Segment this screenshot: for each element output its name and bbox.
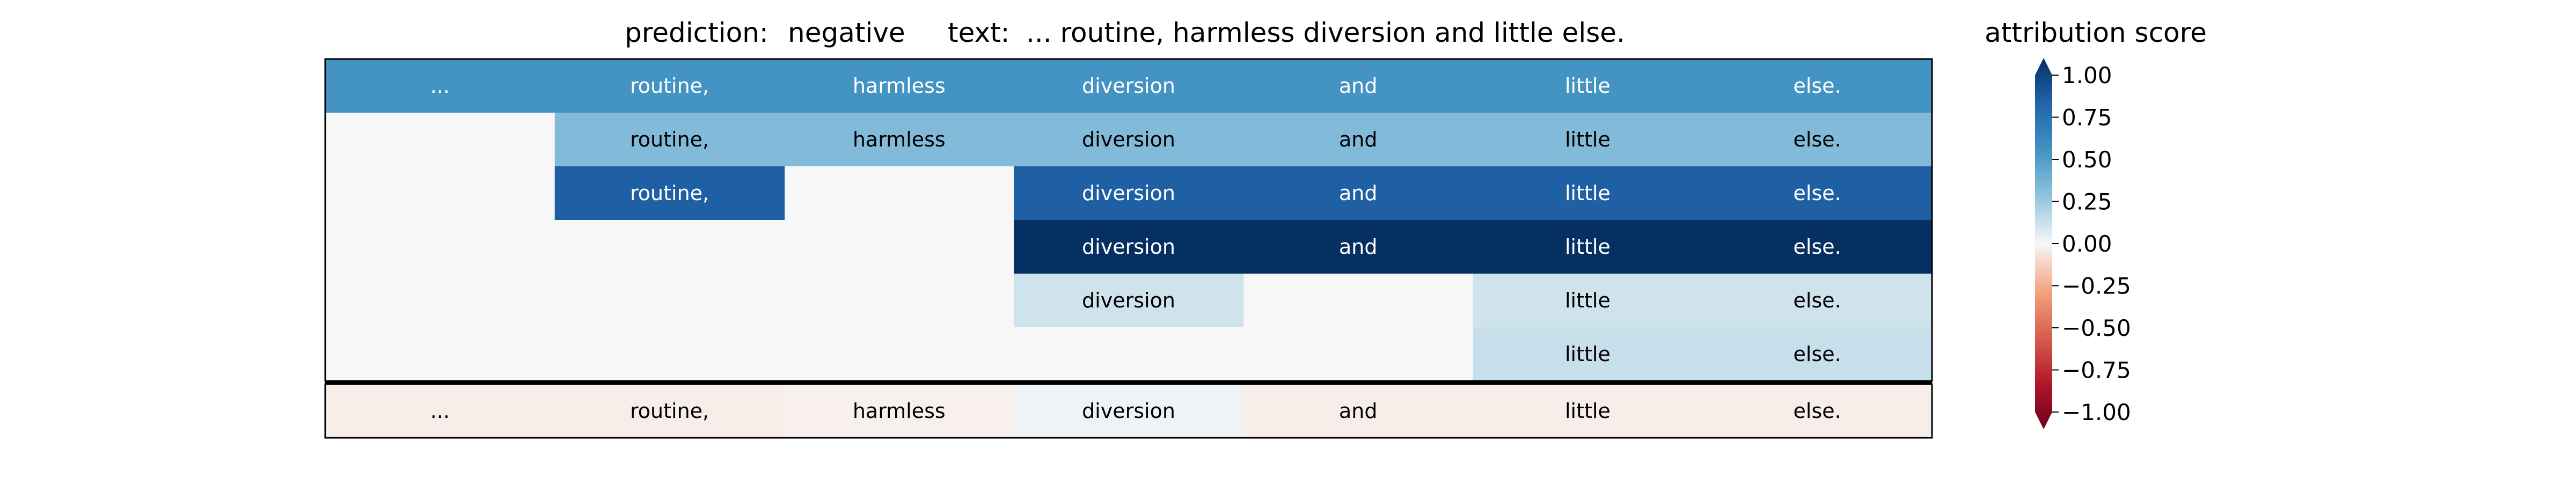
heatmap-frames [324, 58, 1933, 439]
heatmap-row-1-token-label: routine, [630, 128, 709, 151]
heatmap-row-2-token-label: else. [1794, 181, 1841, 205]
heatmap-row-0-cell [325, 59, 555, 113]
heatmap-row-3-token-label: diversion [1082, 235, 1175, 259]
heatmap-row-1-token-label: little [1565, 128, 1611, 151]
heatmap-row-0-cell [784, 59, 1014, 113]
heatmap-row-3-cell [1243, 220, 1474, 274]
summary-row-cell [1243, 384, 1474, 438]
heatmap-row-2-cell [1014, 166, 1244, 220]
heatmap-row-1-cell [1702, 113, 1933, 166]
heatmap-row-4-token-label: diversion [1082, 289, 1175, 312]
heatmap-row-0-cell [1473, 59, 1703, 113]
heatmap-row-4-cell [1014, 274, 1244, 327]
summary-row-token-label: little [1565, 399, 1611, 423]
heatmap-row-0-token-label: little [1565, 74, 1611, 98]
colorbar-tick-label: −0.25 [2062, 273, 2131, 299]
chart-title: prediction: negative text: ... routine, … [625, 17, 1625, 48]
prediction-value: negative [788, 17, 905, 48]
summary-row-frame [324, 383, 1933, 439]
heatmap-row-5-token-label: little [1565, 342, 1611, 366]
heatmap-row-1-token-label: harmless [853, 128, 946, 151]
summary-row-cell [784, 384, 1014, 438]
heatmap-row-3-token-label: and [1339, 235, 1378, 259]
heatmap-row-0-token-label: and [1339, 74, 1378, 98]
summary-row-token-label: routine, [630, 399, 709, 423]
colorbar: attribution score 1.00 0.75 0.50 0.25 0.00 −0… [1985, 17, 2207, 429]
colorbar-tick-label: 0.00 [2062, 231, 2112, 257]
heatmap-row-0-token-label: diversion [1082, 74, 1175, 98]
colorbar-title: attribution score [1985, 17, 2207, 48]
summary-row-cell [1473, 384, 1703, 438]
heatmap-row-3-token-label: else. [1794, 235, 1841, 259]
colorbar-tick-label: 0.25 [2062, 189, 2112, 215]
heatmap-row-0-cell [1702, 59, 1933, 113]
heatmap-row-2-token-label: routine, [630, 181, 709, 205]
heatmap-row-5-cell [1473, 327, 1703, 381]
heatmap-row-5-cell [1702, 327, 1933, 381]
heatmap-row-3-cell [1473, 220, 1703, 274]
heatmap-row-2-cell [1702, 166, 1933, 220]
summary-row-cell [1702, 384, 1933, 438]
heatmap-row-4-token-label: little [1565, 289, 1611, 312]
heatmap-row-0-token-label: ... [430, 74, 450, 98]
summary-row-token-label: harmless [853, 399, 946, 423]
heatmap-row-5-token-label: else. [1794, 342, 1841, 366]
heatmap-row-2-cell [554, 166, 785, 220]
heatmap-row-3-cell [1014, 220, 1244, 274]
heatmap-row-0-token-label: routine, [630, 74, 709, 98]
text-value: ... routine, harmless diversion and litt… [1026, 17, 1625, 48]
prediction-label: prediction: [625, 17, 769, 48]
summary-row-cell [1014, 384, 1244, 438]
heatmap-row-2-cell [1243, 166, 1474, 220]
summary-row-token-label: else. [1794, 399, 1841, 423]
heatmap-row-1-cell [1014, 113, 1244, 166]
heatmap-cell-labels: ... routine, harmless diversion and little els… [430, 74, 1841, 423]
heatmap-row-2-token-label: little [1565, 181, 1611, 205]
heatmap-row-0-token-label: harmless [853, 74, 946, 98]
colorbar-tick-label: −0.75 [2062, 357, 2131, 384]
heatmap-row-2-token-label: and [1339, 181, 1378, 205]
heatmap-row-4-token-label: else. [1794, 289, 1841, 312]
heatmap-row-0-token-label: else. [1794, 74, 1841, 98]
heatmap-row-1-cell [1473, 113, 1703, 166]
heatmap-row-0-cell [1014, 59, 1244, 113]
heatmap-row-3-cell [1702, 220, 1933, 274]
colorbar-tick-label: −0.50 [2062, 315, 2131, 341]
summary-row-cell [325, 384, 555, 438]
summary-row-cell [554, 384, 785, 438]
colorbar-tick-label: 0.75 [2062, 105, 2112, 131]
heatmap-row-4-cell [1702, 274, 1933, 327]
heatmap-row-2-cell [1473, 166, 1703, 220]
heatmap-row-1-token-label: and [1339, 128, 1378, 151]
text-label: text: [948, 17, 1010, 48]
heatmap-row-1-token-label: diversion [1082, 128, 1175, 151]
heatmap-row-4-cell [1473, 274, 1703, 327]
colorbar-tick-label: 1.00 [2062, 62, 2112, 89]
heatmap-row-3-token-label: little [1565, 235, 1611, 259]
heatmap-row-0-cell [554, 59, 785, 113]
summary-row-token-label: and [1339, 399, 1378, 423]
heatmap-row-1-cell [554, 113, 785, 166]
colorbar-tick-label: −1.00 [2062, 399, 2131, 425]
heatmap-row-1-cell [784, 113, 1014, 166]
summary-row-token-label: diversion [1082, 399, 1175, 423]
heatmap-row-1-cell [1243, 113, 1474, 166]
heatmap-row-1-token-label: else. [1794, 128, 1841, 151]
colorbar-gradient [2035, 58, 2052, 429]
heatmap-cells [325, 59, 1933, 438]
heatmap-row-2-token-label: diversion [1082, 181, 1175, 205]
colorbar-ticks: 1.00 0.75 0.50 0.25 0.00 −0.25 −0.50 −0.75 −1.00 [2052, 62, 2131, 425]
heatmap-row-0-cell [1243, 59, 1474, 113]
colorbar-tick-label: 0.50 [2062, 146, 2112, 173]
summary-row-token-label: ... [430, 399, 450, 423]
